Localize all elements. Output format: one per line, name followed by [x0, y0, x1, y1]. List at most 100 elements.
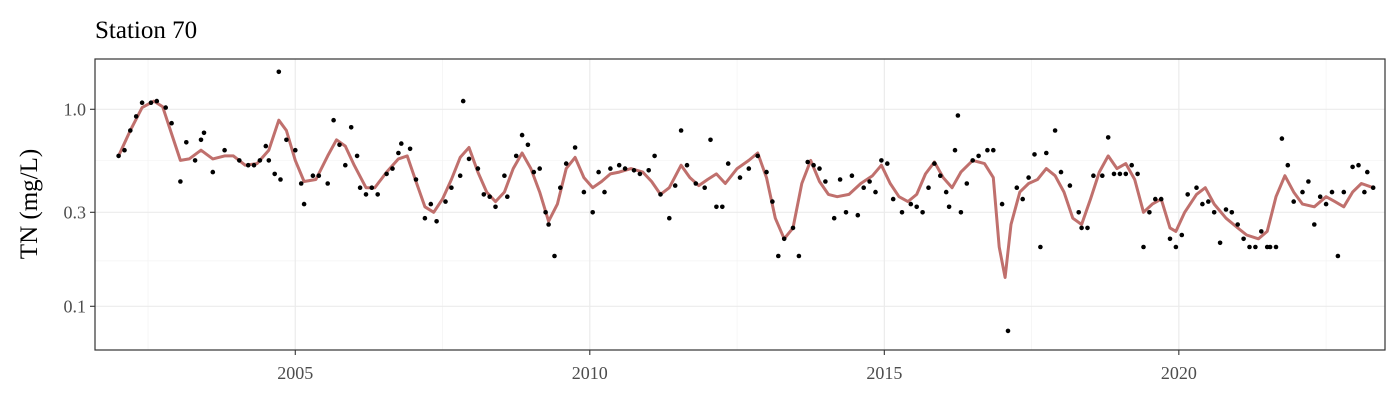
data-point — [596, 169, 601, 175]
data-point — [1356, 162, 1361, 168]
data-point — [631, 168, 637, 173]
data-point — [1323, 201, 1329, 207]
data-point — [475, 166, 481, 171]
data-point — [849, 173, 855, 178]
data-point — [525, 142, 531, 148]
data-point — [422, 215, 428, 221]
grid-lines — [95, 59, 1385, 350]
data-point — [1306, 179, 1311, 184]
data-point — [502, 173, 507, 178]
data-point — [811, 162, 816, 168]
data-point — [938, 173, 943, 178]
data-point — [637, 171, 643, 177]
data-point — [708, 137, 713, 143]
data-point — [926, 185, 931, 190]
data-point — [1153, 196, 1158, 202]
data-point — [678, 128, 684, 133]
data-point — [537, 166, 542, 171]
data-point — [222, 147, 227, 153]
data-point — [399, 141, 404, 146]
data-point — [148, 100, 154, 105]
data-point — [602, 189, 607, 195]
data-point — [505, 194, 510, 199]
data-point — [1085, 225, 1090, 231]
data-point — [1014, 185, 1020, 190]
data-point — [616, 162, 622, 168]
data-point — [284, 137, 289, 143]
data-point — [263, 143, 269, 149]
data-point — [725, 161, 731, 166]
data-point — [563, 161, 569, 166]
data-point — [257, 158, 263, 163]
data-point — [720, 204, 725, 210]
data-point — [932, 161, 937, 166]
data-point — [1067, 183, 1073, 188]
data-point — [245, 162, 251, 168]
data-point — [999, 201, 1005, 207]
data-point — [337, 142, 342, 148]
data-point — [276, 69, 282, 75]
data-point — [658, 192, 663, 197]
data-point — [991, 147, 996, 153]
data-point — [546, 222, 551, 227]
data-point — [184, 140, 189, 145]
data-point — [702, 185, 707, 190]
data-point — [1312, 222, 1317, 227]
data-point — [1117, 171, 1123, 177]
data-point — [1179, 232, 1185, 238]
data-point — [652, 153, 657, 159]
data-point — [396, 150, 401, 156]
data-point — [198, 137, 204, 143]
data-point — [169, 120, 174, 126]
data-point — [487, 194, 493, 199]
data-point — [1329, 189, 1335, 195]
data-point — [831, 215, 837, 221]
data-point — [1052, 128, 1058, 133]
axes: 2005 2010 2015 2020 0.1 0.3 1.0 — [64, 99, 1197, 383]
data-point — [1253, 244, 1258, 250]
chart-title: Station 70 — [95, 17, 197, 44]
data-point — [608, 166, 613, 171]
x-tick-label: 2015 — [866, 363, 902, 383]
data-point — [693, 181, 699, 186]
x-tick-label: 2005 — [277, 363, 313, 383]
data-point — [543, 210, 548, 215]
data-point — [873, 189, 878, 195]
data-point — [1285, 162, 1291, 168]
data-point — [737, 175, 743, 180]
data-point — [890, 196, 896, 202]
data-point — [837, 177, 843, 182]
data-point — [581, 189, 587, 195]
data-point — [434, 219, 439, 224]
data-point — [390, 166, 395, 171]
data-point — [201, 130, 207, 136]
data-point — [823, 179, 828, 184]
data-point — [1229, 210, 1235, 215]
data-point — [590, 210, 595, 215]
panel-border — [94, 58, 1386, 351]
data-point — [861, 185, 866, 190]
points-layer — [116, 69, 1376, 334]
data-point — [1291, 199, 1296, 204]
data-point — [154, 98, 160, 104]
data-point — [805, 159, 810, 165]
data-point — [1267, 244, 1273, 250]
data-point — [914, 204, 919, 210]
data-point — [1194, 185, 1199, 190]
data-point — [1032, 152, 1037, 157]
data-point — [466, 156, 472, 162]
data-point — [1123, 171, 1129, 177]
data-point — [1005, 328, 1011, 334]
data-point — [348, 125, 354, 130]
data-point — [1044, 150, 1049, 156]
data-point — [1365, 169, 1370, 175]
data-point — [1350, 164, 1355, 170]
data-point — [672, 183, 678, 188]
data-point — [457, 173, 463, 178]
data-point — [443, 199, 448, 204]
data-point — [1241, 236, 1246, 242]
data-point — [964, 181, 970, 186]
data-point — [375, 192, 381, 197]
data-point — [976, 153, 981, 159]
